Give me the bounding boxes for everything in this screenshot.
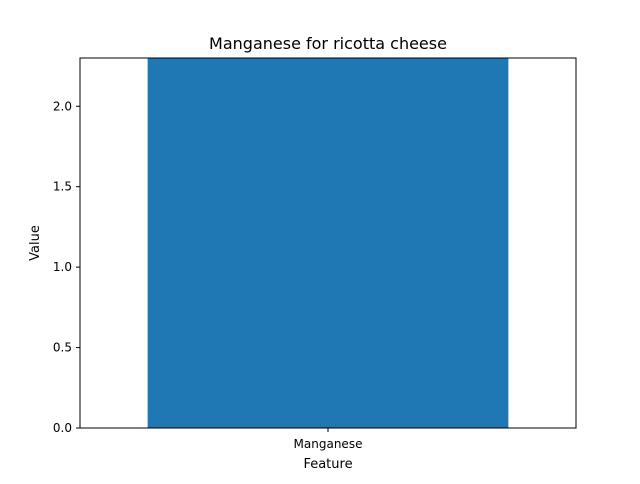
y-tick-label: 1.0: [53, 260, 72, 274]
y-axis-label: Value: [28, 225, 43, 261]
y-tick-label: 0.5: [53, 341, 72, 355]
x-axis-ticks: Manganese: [294, 428, 363, 451]
bars-layer: [147, 58, 509, 428]
plot-frame: [79, 57, 577, 429]
y-axis-ticks: 0.0 0.5 1.0 1.5 2.0: [53, 99, 80, 435]
y-tick-label: 1.5: [53, 180, 72, 194]
chart-title: Manganese for ricotta cheese: [209, 34, 447, 53]
y-tick-label: 0.0: [53, 421, 72, 435]
y-tick-label: 2.0: [53, 99, 72, 113]
x-axis-label: Feature: [303, 457, 352, 472]
x-tick-label: Manganese: [294, 437, 363, 451]
bar-manganese: [147, 58, 509, 428]
